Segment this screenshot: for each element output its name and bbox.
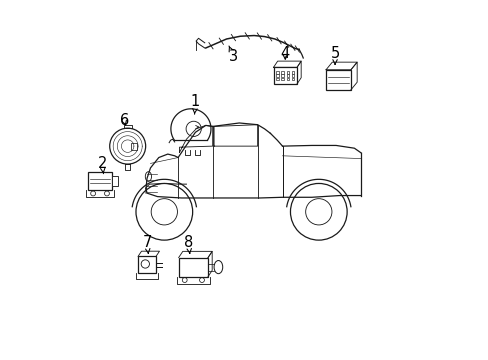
Bar [273, 67, 296, 84]
Bar [291, 71, 294, 73]
Text: 8: 8 [183, 235, 193, 253]
Bar [138, 256, 156, 273]
Bar [87, 172, 112, 190]
Text: 1: 1 [190, 94, 200, 114]
Bar [276, 74, 279, 77]
Bar [286, 71, 289, 73]
Polygon shape [325, 70, 350, 90]
Text: 4: 4 [280, 46, 289, 61]
Text: 5: 5 [330, 46, 339, 64]
Text: 3: 3 [228, 46, 238, 64]
Bar [291, 78, 294, 81]
Bar [281, 71, 284, 73]
Bar [112, 176, 118, 186]
Bar [131, 143, 137, 150]
Bar [178, 258, 207, 276]
Bar [276, 71, 279, 73]
Bar [276, 78, 279, 81]
Text: 2: 2 [97, 156, 106, 174]
Bar [286, 74, 289, 77]
Bar [291, 74, 294, 77]
Bar [286, 78, 289, 81]
Ellipse shape [214, 261, 222, 274]
Text: 7: 7 [142, 235, 151, 253]
Text: 6: 6 [120, 113, 129, 128]
Bar [281, 74, 284, 77]
Bar [281, 78, 284, 81]
